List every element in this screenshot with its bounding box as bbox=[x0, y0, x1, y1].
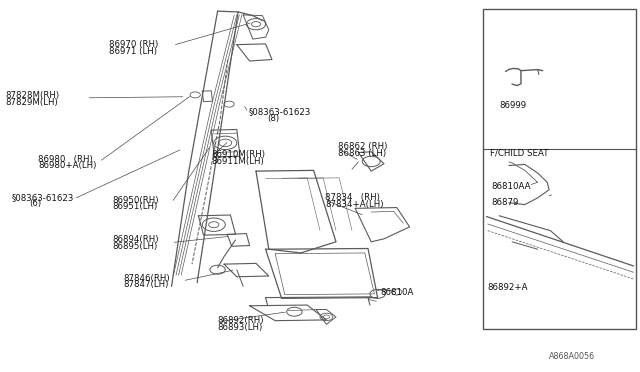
Text: 86971 (LH): 86971 (LH) bbox=[109, 47, 157, 56]
Text: 86970 (RH): 86970 (RH) bbox=[109, 40, 158, 49]
Bar bbox=[483, 9, 636, 329]
Text: 87834+A(LH): 87834+A(LH) bbox=[325, 200, 383, 209]
Text: (8): (8) bbox=[268, 114, 280, 123]
Text: 86999: 86999 bbox=[499, 101, 526, 110]
Text: §08363-61623: §08363-61623 bbox=[12, 193, 74, 202]
Text: 87834   (RH): 87834 (RH) bbox=[325, 193, 380, 202]
Text: 86951(LH): 86951(LH) bbox=[112, 202, 157, 211]
Text: 86862 (RH): 86862 (RH) bbox=[338, 142, 387, 151]
Text: §08363-61623: §08363-61623 bbox=[248, 107, 310, 116]
Text: 86892+A: 86892+A bbox=[488, 283, 528, 292]
Text: 86893(LH): 86893(LH) bbox=[218, 323, 263, 332]
Text: 86863 (LH): 86863 (LH) bbox=[338, 149, 386, 158]
Text: 86810A: 86810A bbox=[380, 288, 413, 297]
Text: 86980+A(LH): 86980+A(LH) bbox=[38, 161, 97, 170]
Text: 86895(LH): 86895(LH) bbox=[112, 242, 157, 251]
Text: 86980   (RH): 86980 (RH) bbox=[38, 155, 93, 164]
Text: 86950(RH): 86950(RH) bbox=[112, 196, 159, 205]
Text: 86892(RH): 86892(RH) bbox=[218, 316, 264, 325]
Text: 86911M(LH): 86911M(LH) bbox=[211, 157, 264, 166]
Text: (6): (6) bbox=[29, 199, 42, 208]
Text: 86894(RH): 86894(RH) bbox=[112, 235, 159, 244]
Text: 87847(LH): 87847(LH) bbox=[123, 280, 168, 289]
Text: 86810AA: 86810AA bbox=[492, 182, 531, 191]
Text: 87846(RH): 87846(RH) bbox=[123, 274, 170, 283]
Text: 87829M(LH): 87829M(LH) bbox=[5, 98, 58, 107]
Text: 87828M(RH): 87828M(RH) bbox=[5, 92, 60, 100]
Text: 86879: 86879 bbox=[492, 198, 519, 207]
Text: A868A0056: A868A0056 bbox=[549, 352, 595, 361]
Text: F/CHILD SEAT: F/CHILD SEAT bbox=[490, 148, 548, 157]
Text: 86910M(RH): 86910M(RH) bbox=[211, 150, 265, 159]
